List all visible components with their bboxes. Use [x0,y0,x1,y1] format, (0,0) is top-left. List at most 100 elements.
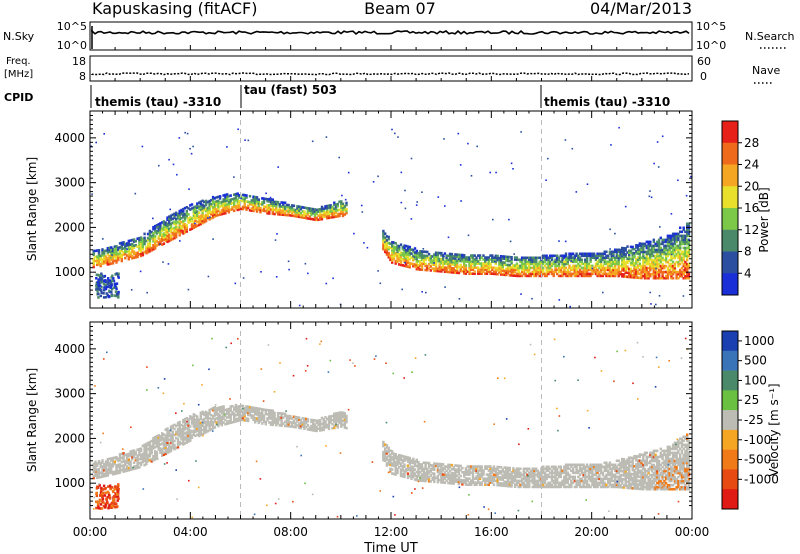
echo-cell [196,423,199,427]
echo-cell [489,264,492,267]
echo-cell [189,228,192,231]
echo-cell [326,206,329,210]
echo-cell [448,256,452,260]
echo-cell [208,408,211,412]
echo-cell [510,262,513,265]
echo-cell [557,258,561,262]
echo-cell [631,269,634,273]
echo-cell [250,199,253,202]
echo-cell [566,256,569,260]
echo-cell [585,274,589,278]
echo-cell [171,217,174,221]
echo-cell [204,412,208,416]
echo-cell [645,274,648,278]
echo-cell [206,210,209,214]
echo-cell [139,248,143,252]
echo-cell [468,264,471,267]
echo-cell [229,202,232,205]
echo-cell [448,266,452,270]
echo-cell [577,264,580,268]
echo-cell [629,275,633,279]
echo-cell [301,216,304,219]
echo-cell [169,449,173,453]
echo-cell [102,282,106,286]
echo-cell [308,207,311,210]
echo-cell [424,254,427,258]
echo-cell [422,254,425,257]
echo-cell [290,210,294,213]
echo-cell [528,481,531,485]
echo-cell [657,238,661,242]
echo-cell [545,473,548,477]
echo-cell [161,233,164,236]
echo-cell [187,207,190,210]
echo-cell [405,260,408,264]
echo-cell [501,482,504,485]
echo-cell [561,274,564,278]
echo-cell [211,195,215,199]
echo-cell [213,211,217,214]
echo-cell [166,238,169,242]
echo-cell [450,463,454,467]
echo-cell [280,422,283,425]
echo-cell [180,208,183,212]
echo-cell [340,413,343,416]
echo-cell [334,215,338,218]
echo-cell [340,425,343,428]
echo-cell [211,421,215,424]
echo-cell [111,458,115,462]
echo-cell [122,247,125,250]
echo-cell [206,429,209,433]
echo-cell [463,262,466,265]
echo-cell [382,444,385,448]
echo-cell [517,467,520,471]
echo-cell [431,261,434,264]
echo-cell [433,269,436,273]
echo-cell [178,426,181,430]
echo-cell [391,253,394,256]
echo-cell [308,215,311,218]
echo-cell [585,268,589,272]
echo-speck [443,255,445,258]
echo-speck [433,262,435,264]
echo-cell [313,208,317,211]
echo-cell [210,211,213,214]
echo-cell [645,266,648,270]
echo-cell [285,414,289,418]
echo-cell [448,479,452,483]
echo-cell [146,250,150,254]
echo-cell [441,469,445,472]
echo-cell [294,415,297,419]
echo-cell [266,204,269,207]
echo-cell [104,257,108,261]
echo-cell [638,242,641,245]
echo-speck [141,145,144,148]
echo-cell [510,272,513,275]
echo-cell [663,244,666,248]
echo-cell [252,201,255,205]
echo-cell [127,257,130,261]
echo-cell [210,217,213,220]
echo-cell [152,240,155,243]
echo-cell [382,233,385,237]
echo-cell [679,258,682,262]
echo-cell [341,206,345,210]
echo-cell [145,446,148,450]
echo-cell [638,268,641,272]
echo-cell [247,200,250,204]
echo-cell [203,425,206,429]
echo-cell [327,210,331,214]
echo-cell [155,451,159,454]
echo-cell [234,410,238,413]
echo-cell [429,255,432,258]
echo-cell [679,248,682,252]
echo-cell [636,276,640,279]
echo-cell [426,461,429,465]
echo-cell [456,261,459,264]
echo-cell [319,427,322,430]
echo-cell [285,203,289,207]
echo-cell [389,449,392,452]
echo-cell [178,428,181,432]
echo-cell [587,268,591,272]
echo-cell [252,199,255,203]
